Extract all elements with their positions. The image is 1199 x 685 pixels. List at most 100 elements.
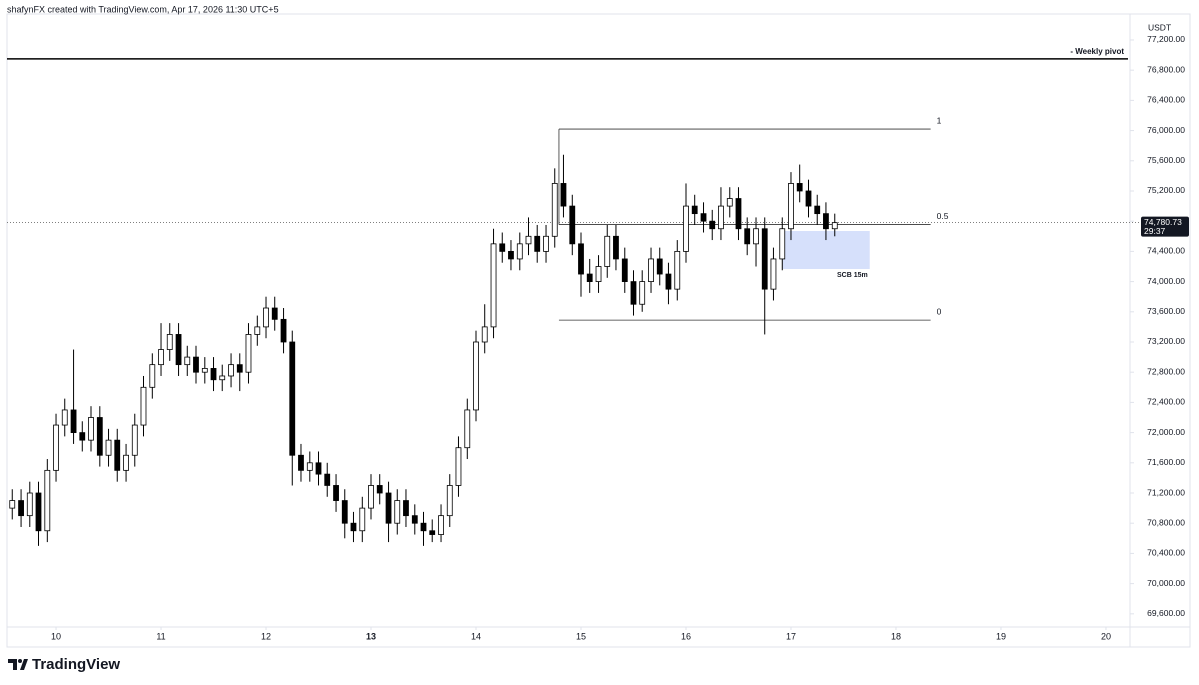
candle-body	[788, 183, 794, 230]
y-tick-label: 75,600.00	[1147, 155, 1185, 165]
candle-body	[761, 228, 768, 290]
candle-body	[621, 258, 628, 282]
candle-body	[385, 492, 392, 524]
candle-body	[420, 522, 427, 532]
y-tick-label: 76,800.00	[1147, 64, 1185, 74]
candle-body	[569, 205, 576, 245]
header: shafynFX created with TradingView.com, A…	[7, 4, 279, 14]
candle-body	[770, 258, 777, 290]
candle-body	[131, 424, 138, 456]
x-tick-label: 12	[261, 631, 271, 641]
y-tick-label: 74,400.00	[1147, 246, 1185, 256]
candle-body	[368, 485, 374, 509]
candle-body	[508, 250, 514, 260]
x-tick-label: 19	[996, 631, 1006, 641]
y-tick-label: 72,000.00	[1147, 427, 1185, 437]
y-tick-label: 74,000.00	[1147, 276, 1185, 286]
x-tick-label: 18	[891, 631, 901, 641]
countdown: 29:37	[1144, 226, 1166, 236]
brand: TradingView	[32, 656, 120, 673]
candle-body	[140, 386, 147, 426]
x-tick-label: 14	[471, 631, 481, 641]
x-tick-label: 20	[1101, 631, 1111, 641]
y-tick-label: 71,600.00	[1147, 457, 1185, 467]
candle-body	[464, 409, 471, 449]
logo	[8, 659, 28, 670]
candle-body	[709, 220, 716, 230]
y-tick-label: 70,000.00	[1147, 578, 1185, 588]
candle-body	[79, 432, 86, 441]
y-tick-label: 69,600.00	[1147, 608, 1185, 618]
candle-body	[298, 454, 304, 471]
candle-body	[595, 266, 602, 282]
candle-body	[674, 250, 681, 290]
candle-body	[490, 243, 497, 328]
candle-body	[639, 281, 646, 305]
candle-body	[26, 492, 33, 517]
candle-body	[578, 243, 584, 275]
fib-label: 0	[937, 306, 942, 316]
candle-body	[429, 530, 436, 535]
candle-body	[814, 205, 821, 215]
candle-body	[394, 500, 401, 524]
y-tick-label: 72,800.00	[1147, 366, 1185, 376]
candle-body	[280, 318, 287, 343]
candle-body	[411, 515, 418, 524]
y-tick-label: 70,400.00	[1147, 548, 1185, 558]
x-tick-label: 11	[156, 631, 165, 641]
x-tick-label: 15	[576, 631, 586, 641]
candle-body	[735, 198, 742, 230]
candle-body	[149, 364, 156, 388]
candle-body	[289, 341, 296, 456]
candle-body	[525, 235, 532, 245]
zone-label: SCB 15m	[837, 272, 868, 279]
fib-label: 1	[937, 115, 942, 125]
candle-body	[306, 462, 313, 471]
candle-body	[18, 500, 24, 517]
price-tag-label: 74,780.73	[1144, 217, 1182, 227]
y-tick-label: 76,000.00	[1147, 125, 1185, 135]
candle-body	[683, 205, 689, 252]
candle-body	[9, 500, 16, 509]
candle-body	[228, 364, 234, 377]
candle-body	[534, 235, 541, 252]
candle-body	[201, 368, 208, 373]
candle-body	[333, 485, 339, 501]
candle-body	[726, 198, 733, 207]
candle-body	[805, 190, 812, 207]
candle-body	[114, 439, 121, 471]
price-tag	[1141, 216, 1189, 237]
candle-body	[744, 228, 751, 245]
candle-body	[44, 469, 51, 532]
candle-body	[219, 375, 226, 381]
y-tick-label: 70,800.00	[1147, 517, 1185, 527]
candle-body	[210, 368, 217, 381]
candle-body	[70, 409, 77, 434]
x-tick-label: 16	[681, 631, 691, 641]
candle-body	[324, 473, 331, 486]
y-tick-label: 71,200.00	[1147, 487, 1185, 497]
candle-body	[831, 222, 838, 230]
candle-body	[166, 334, 173, 350]
frame	[6, 13, 1191, 648]
candle-body	[263, 307, 269, 328]
candle-body	[96, 417, 103, 456]
candle-body	[403, 500, 409, 517]
candle-body	[516, 243, 523, 260]
y-tick-label: 76,400.00	[1147, 95, 1185, 105]
candle-body	[53, 424, 59, 471]
candle-body	[35, 492, 42, 532]
candle-body	[656, 258, 663, 275]
candle-body	[560, 183, 567, 207]
candle-body	[88, 417, 94, 441]
y-tick-label: 72,400.00	[1147, 397, 1185, 407]
currency: USDT	[1148, 22, 1171, 32]
x-tick-label: 13	[366, 631, 376, 641]
x-tick-label: 17	[786, 631, 796, 641]
fib-label: 0.5	[937, 211, 949, 221]
candle-body	[315, 462, 322, 475]
candle-body	[376, 485, 383, 494]
candle-body	[193, 356, 199, 373]
